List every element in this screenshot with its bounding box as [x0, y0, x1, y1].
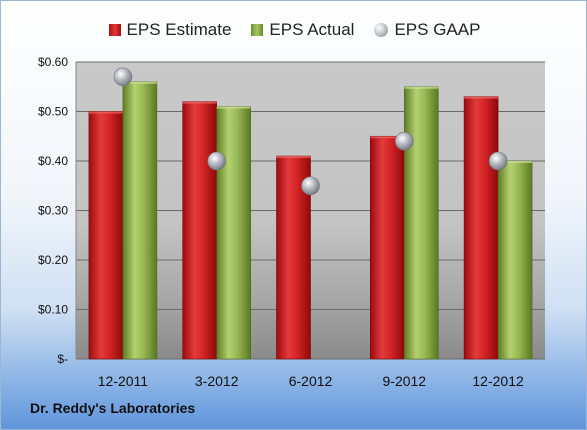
bar-eps-estimate [369, 135, 405, 360]
x-tick-label: 12-2012 [472, 373, 524, 389]
bar-highlight [498, 161, 533, 163]
y-axis: $- $0.10 $0.20 $0.30 $0.40 $0.50 $0.60 [38, 55, 77, 366]
marker-eps-gaap [301, 176, 320, 196]
bar-highlight [370, 136, 405, 139]
y-tick-label: $0.50 [38, 105, 68, 119]
marker-eps-gaap [113, 67, 133, 87]
y-tick-label: $0.30 [38, 204, 68, 218]
legend-item-eps-gaap: EPS GAAP [374, 20, 480, 40]
bar-highlight [216, 106, 251, 109]
legend-label-eps-actual: EPS Actual [269, 20, 355, 39]
legend: EPS Estimate EPS Actual EPS GAAP [1, 18, 587, 42]
bar-eps-estimate [88, 111, 124, 360]
bars [88, 81, 533, 360]
bar-highlight [404, 86, 439, 89]
bar-eps-actual [403, 86, 439, 360]
x-tick-label: 3-2012 [195, 373, 239, 389]
bar-highlight [122, 81, 157, 84]
legend-label-eps-gaap: EPS GAAP [394, 20, 481, 39]
bar-highlight [88, 111, 123, 114]
bar-eps-actual [216, 106, 251, 360]
legend-swatch-eps-gaap [374, 23, 389, 37]
y-tick-label: $0.20 [38, 253, 68, 267]
legend-item-eps-estimate: EPS Estimate [108, 20, 232, 40]
bar-eps-actual [122, 81, 158, 360]
marker-eps-gaap [488, 151, 508, 171]
bar-highlight [276, 156, 311, 159]
legend-item-eps-actual: EPS Actual [251, 20, 354, 40]
x-tick-label: 12-2011 [98, 373, 149, 389]
bar-eps-estimate [182, 101, 217, 360]
bar-eps-estimate [463, 96, 499, 360]
x-tick-label: 9-2012 [383, 373, 427, 389]
y-tick-label: $0.40 [38, 154, 68, 168]
legend-label-eps-estimate: EPS Estimate [126, 20, 232, 39]
y-tick-label: $0.10 [38, 303, 68, 317]
legend-swatch-eps-estimate [108, 24, 121, 36]
bar-eps-actual [497, 160, 533, 360]
y-tick-label: $0.60 [38, 55, 68, 69]
y-tick-label: $- [57, 352, 68, 366]
bar-highlight [464, 96, 499, 99]
company-label: Dr. Reddy's Laboratories [30, 400, 196, 416]
marker-eps-gaap [207, 151, 226, 171]
x-tick-label: 6-2012 [289, 373, 333, 389]
x-axis: 12-2011 3-2012 6-2012 9-2012 12-2012 [98, 373, 524, 389]
marker-eps-gaap [394, 131, 414, 151]
legend-swatch-eps-actual [251, 24, 264, 36]
gaap-markers [113, 67, 508, 196]
bar-highlight [182, 101, 217, 104]
